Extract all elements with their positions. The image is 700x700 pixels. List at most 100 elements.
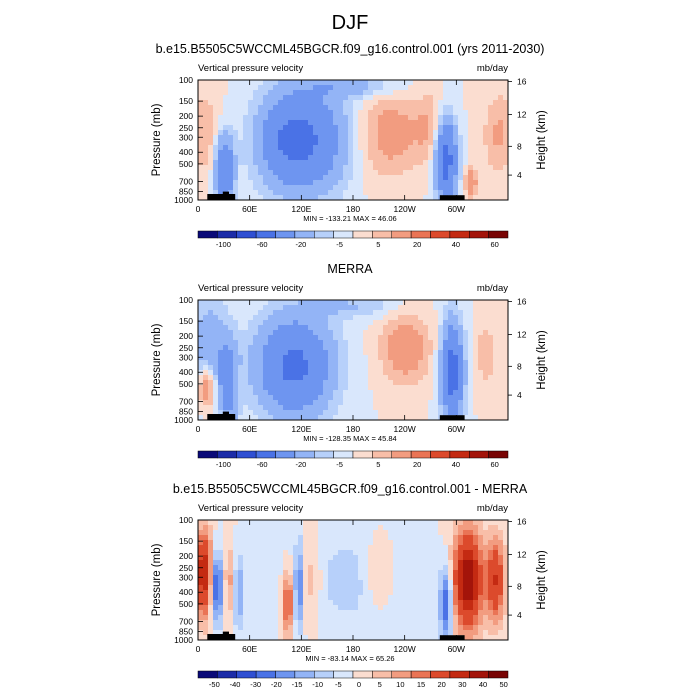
heatmap-cell [493, 170, 499, 176]
heatmap-cell [343, 525, 349, 531]
heatmap-cell [388, 400, 394, 406]
heatmap-cell [503, 535, 509, 541]
heatmap-cell [253, 175, 259, 181]
heatmap-cell [218, 550, 224, 556]
heatmap-cell [468, 110, 474, 116]
heatmap-cell [218, 155, 224, 161]
heatmap-cell [333, 375, 339, 381]
heatmap-cell [358, 540, 364, 546]
colorbar-swatch [255, 450, 276, 459]
heatmap-cell [473, 135, 479, 141]
heatmap-cell [408, 630, 414, 636]
heatmap-cell [493, 130, 499, 136]
heatmap-cell [388, 300, 394, 306]
heatmap-cell [448, 110, 454, 116]
heatmap-cell [473, 125, 479, 131]
heatmap-cell [283, 125, 289, 131]
heatmap-cell [298, 595, 304, 601]
heatmap-cell [253, 360, 259, 366]
colorbar-swatch [391, 450, 412, 459]
heatmap-cell [318, 185, 324, 191]
heatmap-cell [228, 300, 234, 306]
heatmap-cell [203, 410, 209, 416]
heatmap-cell [463, 330, 469, 336]
heatmap-cell [478, 555, 484, 561]
heatmap-cell [413, 365, 419, 371]
heatmap-cell [238, 555, 244, 561]
heatmap-cell [363, 520, 369, 526]
heatmap-cell [363, 190, 369, 196]
heatmap-cell [353, 530, 359, 536]
heatmap-cell [313, 345, 319, 351]
heatmap-cell [383, 635, 389, 641]
heatmap-cell [218, 90, 224, 96]
heatmap-cell [498, 575, 504, 581]
heatmap-cell [453, 125, 459, 131]
heatmap-cell [353, 125, 359, 131]
heatmap-cell [303, 585, 309, 591]
heatmap-cell [493, 165, 499, 171]
heatmap-cell [503, 520, 509, 526]
heatmap-cell [208, 370, 214, 376]
heatmap-cell [488, 320, 494, 326]
heatmap-cell [238, 130, 244, 136]
heatmap-cell [478, 370, 484, 376]
heatmap-cell [328, 90, 334, 96]
heatmap-cell [213, 125, 219, 131]
heatmap-cell [238, 360, 244, 366]
heatmap-cell [368, 195, 374, 201]
heatmap-cell [418, 595, 424, 601]
heatmap-cell [403, 585, 409, 591]
heatmap-cell [363, 635, 369, 641]
colorbar-swatch [469, 230, 489, 239]
heatmap-cell [478, 545, 484, 551]
heatmap-cell [273, 635, 279, 641]
heatmap-cell [358, 380, 364, 386]
heatmap-cell [323, 615, 329, 621]
heatmap-cell [493, 305, 499, 311]
heatmap-cell [233, 415, 239, 421]
heatmap-cell [418, 150, 424, 156]
heatmap-cell [413, 520, 419, 526]
heatmap-cell [488, 610, 494, 616]
heatmap-cell [293, 555, 299, 561]
heatmap-cell [223, 175, 229, 181]
heatmap-cell [473, 615, 479, 621]
heatmap-cell [348, 105, 354, 111]
heatmap-cell [298, 605, 304, 611]
heatmap-cell [463, 190, 469, 196]
heatmap-cell [298, 415, 304, 421]
heatmap-cell [198, 310, 204, 316]
heatmap-cell [328, 590, 334, 596]
heatmap-cell [503, 160, 509, 166]
heatmap-cell [388, 135, 394, 141]
heatmap-cell [338, 110, 344, 116]
heatmap-cell [273, 130, 279, 136]
heatmap-cell [348, 560, 354, 566]
heatmap-cell [238, 115, 244, 121]
heatmap-cell [208, 585, 214, 591]
heatmap-cell [398, 595, 404, 601]
heatmap-cell [298, 300, 304, 306]
heatmap-cell [418, 525, 424, 531]
heatmap-cell [393, 625, 399, 631]
heatmap-cell [323, 345, 329, 351]
heatmap-cell [243, 175, 249, 181]
heatmap-cell [368, 365, 374, 371]
heatmap-cell [213, 550, 219, 556]
heatmap-cell [463, 625, 469, 631]
heatmap-cell [308, 625, 314, 631]
heatmap-cell [223, 85, 229, 91]
heatmap-cell [233, 360, 239, 366]
heatmap-cell [373, 385, 379, 391]
heatmap-cell [308, 390, 314, 396]
heatmap-cell [283, 375, 289, 381]
heatmap-cell [313, 80, 319, 86]
heatmap-cell [308, 415, 314, 421]
heatmap-cell [388, 555, 394, 561]
heatmap-cell [298, 410, 304, 416]
heatmap-cell [328, 605, 334, 611]
heatmap-cell [383, 380, 389, 386]
heatmap-cell [263, 320, 269, 326]
heatmap-cell [333, 150, 339, 156]
